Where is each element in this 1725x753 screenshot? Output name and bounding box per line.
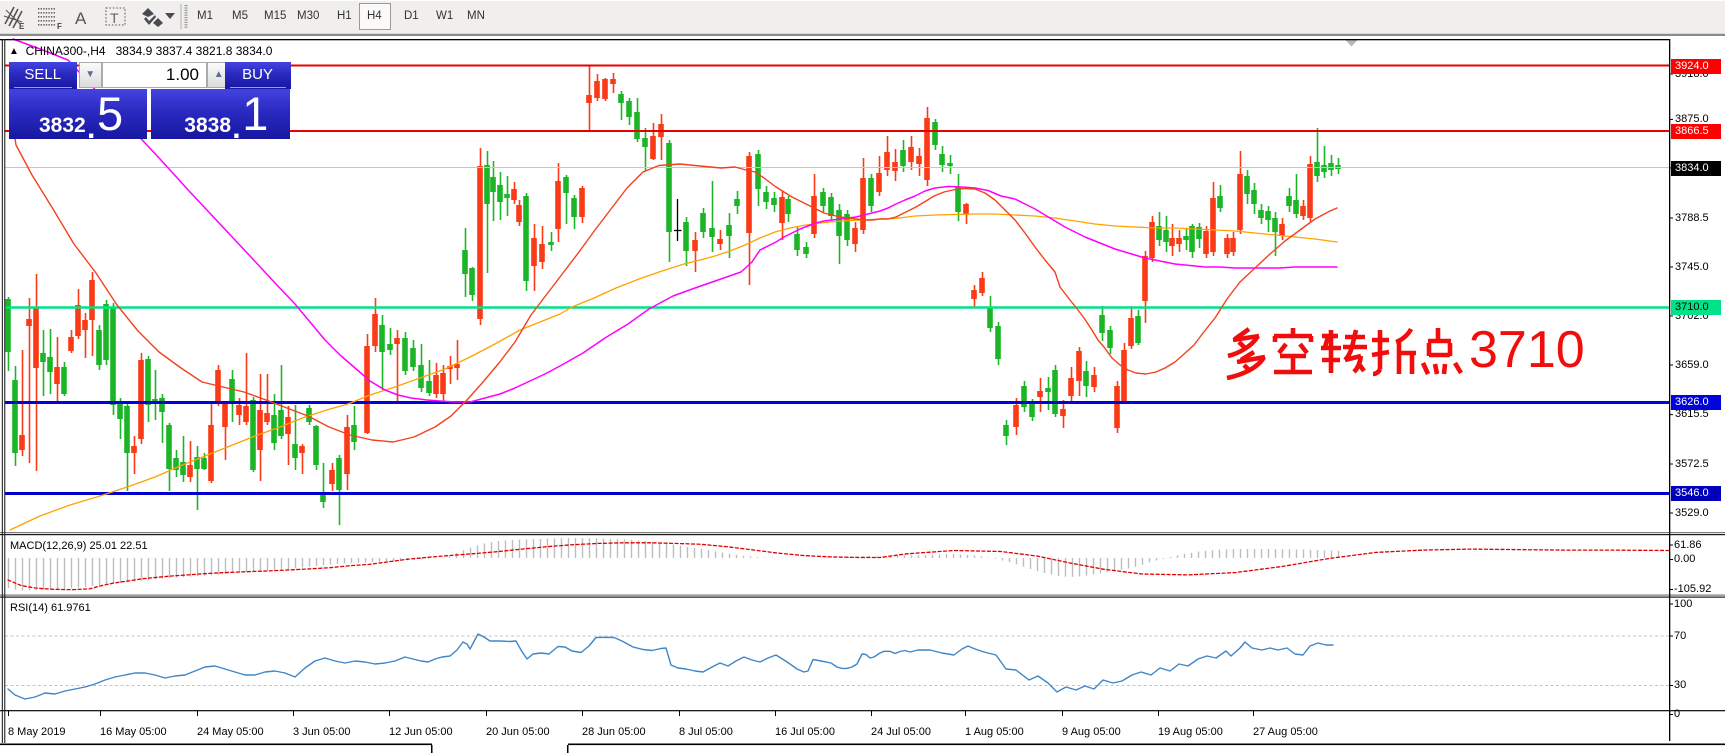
svg-text:F: F (57, 22, 62, 31)
svg-text:A: A (75, 9, 87, 28)
svg-text:3710: 3710 (1469, 321, 1585, 379)
svg-text:E: E (19, 22, 25, 31)
svg-text:T: T (110, 10, 119, 26)
